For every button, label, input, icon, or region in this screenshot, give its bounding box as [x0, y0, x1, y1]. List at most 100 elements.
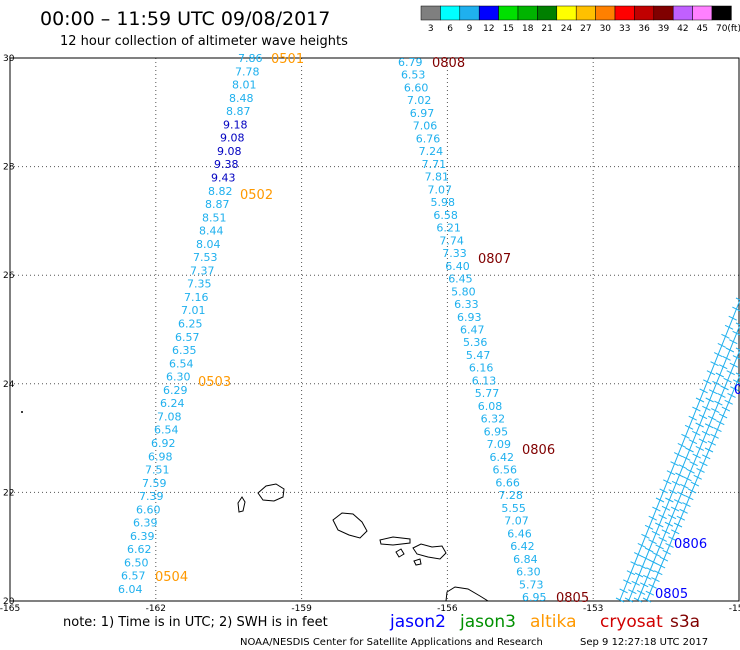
swh-value: 6.45 — [448, 273, 473, 286]
swh-tick-mark — [729, 339, 738, 345]
swh-tick-mark — [730, 386, 739, 392]
swh-value: 6.13 — [472, 374, 497, 387]
swh-value: 8.01 — [232, 79, 257, 92]
swh-tick-mark — [659, 488, 668, 494]
swh-tick-mark — [631, 580, 640, 586]
lat-tick-label: 26 — [3, 271, 15, 281]
legend-swatch — [692, 5, 713, 21]
swh-value: 7.33 — [442, 247, 467, 260]
swh-value: 6.60 — [404, 81, 429, 94]
swh-tick-mark — [648, 539, 657, 545]
swh-value: 7.51 — [145, 464, 170, 477]
swh-tick-mark — [628, 589, 637, 595]
swh-tick-mark — [673, 499, 683, 504]
swh-value: 6.57 — [175, 331, 200, 344]
swh-tick-mark — [687, 488, 697, 494]
swh-tick-mark — [727, 393, 736, 398]
swh-value: 6.24 — [160, 397, 185, 410]
lon-tick-label: -165 — [0, 604, 20, 614]
time-tags: 0501 0502 0503 0504 0808 0807 0806 0805 0806 0805… — [155, 52, 740, 606]
time-tag: 0808 — [432, 56, 465, 71]
legend-label: 12 — [483, 24, 494, 34]
swh-tick-mark — [729, 362, 739, 368]
legend-label: 27 — [580, 24, 591, 34]
swh-tick-mark — [689, 461, 698, 467]
swh-tick-mark — [667, 514, 677, 520]
swh-tick-mark — [644, 524, 654, 530]
swh-value: 6.62 — [127, 543, 152, 556]
legend-label: 3 — [428, 24, 434, 34]
swh-value: 6.30 — [516, 566, 541, 579]
swh-value: 6.40 — [445, 260, 470, 273]
swh-track-line — [628, 324, 740, 601]
swh-tick-mark — [704, 423, 714, 429]
swh-value: 6.47 — [460, 324, 485, 337]
swh-track-line — [646, 374, 740, 601]
swh-tick-mark — [665, 543, 674, 548]
swh-value: 7.39 — [139, 490, 164, 503]
swh-value: 5.36 — [463, 336, 488, 349]
swh-value: 6.33 — [454, 298, 479, 311]
swh-tick-mark — [626, 570, 636, 576]
swh-tick-mark — [649, 559, 658, 565]
swh-value: 6.29 — [163, 384, 188, 397]
swh-tick-mark — [630, 561, 639, 567]
swh-value: 7.37 — [190, 264, 215, 277]
swh-value: 6.60 — [136, 503, 161, 516]
swh-value: 8.48 — [229, 92, 254, 105]
swh-tick-mark — [688, 415, 697, 421]
swh-tick-mark — [715, 372, 725, 378]
lon-tick-label: -156 — [437, 604, 458, 614]
legend-swatch — [459, 5, 480, 21]
swh-tick-mark — [732, 330, 740, 336]
legend-label: 24 — [561, 24, 573, 34]
swh-tick-mark — [646, 567, 655, 573]
swh-tick-mark — [702, 405, 711, 411]
legend-swatch — [575, 5, 596, 21]
swh-value: 6.57 — [121, 570, 146, 583]
swh-tick-mark — [721, 333, 730, 339]
swh-tick-mark — [664, 521, 674, 527]
swh-tick-mark — [663, 479, 672, 485]
swh-tick-mark — [717, 343, 727, 348]
swh-value: 6.84 — [513, 553, 538, 566]
lon-tick-label: -150 — [729, 604, 740, 614]
swh-value: 6.54 — [154, 424, 179, 437]
swh-track-line — [637, 349, 740, 601]
swh-value: 6.79 — [398, 56, 423, 69]
swh-value: 6.04 — [118, 583, 143, 596]
satellite-legend: jason2 jason3 altika cryosat s3a — [389, 612, 700, 632]
swh-value: 7.01 — [181, 304, 206, 317]
swh-tick-mark — [699, 388, 708, 394]
swh-tick-mark — [712, 380, 721, 386]
island-maui — [412, 543, 447, 560]
legend-label: 36 — [638, 24, 650, 34]
island-hawaii-big — [445, 586, 490, 602]
legend-swatch — [595, 5, 616, 21]
legend-swatch — [672, 5, 693, 21]
swh-tick-mark — [619, 588, 628, 594]
swh-value: 7.16 — [184, 291, 209, 304]
lat-lon-grid — [10, 58, 739, 601]
swh-tick-mark — [673, 522, 683, 528]
swh-tick-mark — [676, 515, 686, 521]
swh-tick-mark — [680, 483, 689, 489]
swh-value: 7.53 — [193, 251, 218, 264]
swh-value: 7.78 — [235, 65, 260, 78]
swh-value: 8.82 — [208, 185, 233, 198]
swh-tick-mark — [677, 491, 686, 497]
swh-tick-mark — [735, 347, 740, 351]
legend-label: 6 — [447, 24, 453, 34]
legend-swatch — [634, 5, 655, 21]
legend-swatch — [537, 5, 558, 21]
swh-tick-mark — [692, 406, 701, 412]
swh-value: 7.02 — [407, 94, 432, 107]
legend-label: 30 — [600, 24, 612, 34]
swh-value: 6.08 — [478, 400, 503, 413]
swh-tick-mark — [655, 544, 664, 550]
swh-value: 8.51 — [202, 211, 227, 224]
swh-tick-mark — [633, 552, 643, 557]
swh-tick-mark — [717, 393, 726, 398]
swh-tick-mark — [623, 579, 632, 585]
swh-value: 6.30 — [166, 371, 191, 384]
